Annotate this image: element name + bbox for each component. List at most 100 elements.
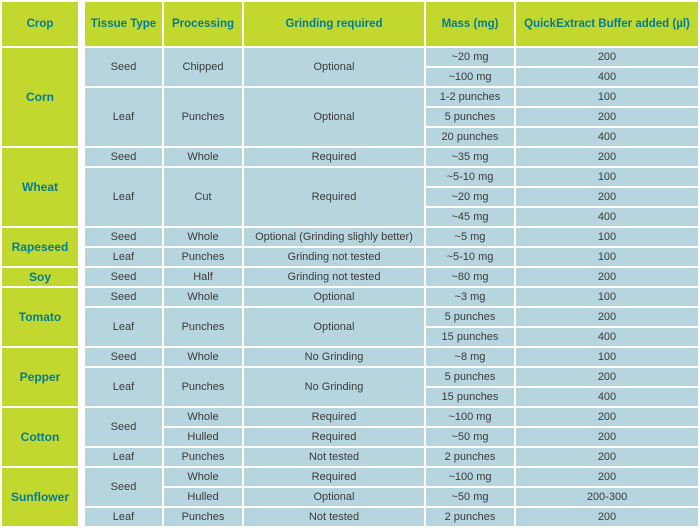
table-cell: 5 punches bbox=[426, 308, 514, 326]
table-body: Corn Seed Chipped Optional ~20 mg 200 ~100 mg 4… bbox=[2, 48, 698, 526]
table-cell: Not tested bbox=[244, 448, 424, 466]
table-cell: 100 bbox=[516, 228, 698, 246]
crop-cell-soy: Soy bbox=[2, 268, 83, 286]
table-cell: Leaf bbox=[85, 88, 162, 146]
table-cell: Cut bbox=[164, 168, 242, 226]
table-cell: ~100 mg bbox=[426, 468, 514, 486]
table-cell: Seed bbox=[85, 468, 162, 506]
table-row: Hulled Optional ~50 mg 200-300 bbox=[2, 488, 698, 506]
table-cell: Leaf bbox=[85, 308, 162, 346]
table-cell: 15 punches bbox=[426, 328, 514, 346]
table-cell: Optional bbox=[244, 488, 424, 506]
table-cell: Grinding not tested bbox=[244, 268, 424, 286]
header-crop: Crop bbox=[2, 2, 83, 46]
table-row: Soy Seed Half Grinding not tested ~80 mg 200 bbox=[2, 268, 698, 286]
table-row: Leaf Punches Not tested 2 punches 200 bbox=[2, 508, 698, 526]
table-cell: Seed bbox=[85, 288, 162, 306]
table-cell: Not tested bbox=[244, 508, 424, 526]
table-cell: Whole bbox=[164, 468, 242, 486]
table-cell: 100 bbox=[516, 248, 698, 266]
table-row: Leaf Punches Optional 5 punches 200 bbox=[2, 308, 698, 346]
table-cell: ~5-10 mg bbox=[426, 248, 514, 266]
table-cell: 400 bbox=[516, 328, 698, 346]
table-cell: Punches bbox=[164, 88, 242, 146]
table-cell: Leaf bbox=[85, 168, 162, 226]
table-cell: 15 punches bbox=[426, 388, 514, 406]
table-cell: Punches bbox=[164, 448, 242, 466]
table-row: Pepper Seed Whole No Grinding ~8 mg 100 bbox=[2, 348, 698, 406]
table-cell: Required bbox=[244, 408, 424, 426]
table-header-row: Crop Tissue Type Processing Grinding req… bbox=[2, 2, 698, 46]
crop-cell-pepper: Pepper bbox=[2, 348, 83, 406]
table-cell: No Grinding bbox=[244, 368, 424, 406]
table-row: Sunflower Seed Whole Required ~100 mg 200 bbox=[2, 468, 698, 526]
table-cell: 200 bbox=[516, 408, 698, 426]
table-cell: 200 bbox=[516, 148, 698, 166]
table-row: Corn Seed Chipped Optional ~20 mg 200 bbox=[2, 48, 698, 146]
table-cell: Optional bbox=[244, 288, 424, 306]
crop-cell-tomato: Tomato bbox=[2, 288, 83, 346]
table-cell: ~50 mg bbox=[426, 428, 514, 446]
table-cell: Whole bbox=[164, 288, 242, 306]
table-cell: 100 bbox=[516, 88, 698, 106]
table-cell: 200 bbox=[516, 448, 698, 466]
header-tissue-type: Tissue Type bbox=[85, 2, 162, 46]
header-mass: Mass (mg) bbox=[426, 2, 514, 46]
table-cell: Seed bbox=[85, 268, 162, 286]
table-cell: Optional bbox=[244, 48, 424, 86]
table-cell: 200 bbox=[516, 368, 698, 386]
table-cell: 400 bbox=[516, 388, 698, 406]
table-cell: Seed bbox=[85, 148, 162, 166]
table-cell: ~80 mg bbox=[426, 268, 514, 286]
table-cell: 2 punches bbox=[426, 448, 514, 466]
table-cell: Whole bbox=[164, 348, 242, 366]
table-row: Tomato Seed Whole Optional ~3 mg 100 bbox=[2, 288, 698, 346]
table-cell: Leaf bbox=[85, 448, 162, 466]
table-row: ~45 mg 400 bbox=[2, 208, 698, 226]
table-row: Leaf Punches Not tested 2 punches 200 bbox=[2, 448, 698, 466]
table-cell: 200 bbox=[516, 268, 698, 286]
table-cell: Punches bbox=[164, 308, 242, 346]
table-cell: Seed bbox=[85, 48, 162, 86]
table-row: Leaf Punches Grinding not tested ~5-10 mg 10… bbox=[2, 248, 698, 266]
table-cell: ~45 mg bbox=[426, 208, 514, 226]
table-cell: 200 bbox=[516, 188, 698, 206]
table-cell: ~5-10 mg bbox=[426, 168, 514, 186]
table-cell: 5 punches bbox=[426, 368, 514, 386]
table-cell: 200 bbox=[516, 308, 698, 326]
table-cell: Whole bbox=[164, 408, 242, 426]
table-row: Cotton Seed Whole Required ~100 mg 200 bbox=[2, 408, 698, 466]
table-cell: Hulled bbox=[164, 488, 242, 506]
table-cell: Half bbox=[164, 268, 242, 286]
table-cell: 1-2 punches bbox=[426, 88, 514, 106]
table-row: Leaf Cut Required ~5-10 mg 100 bbox=[2, 168, 698, 226]
table-row: ~20 mg 200 bbox=[2, 188, 698, 206]
table-cell: ~3 mg bbox=[426, 288, 514, 306]
table-cell: ~20 mg bbox=[426, 48, 514, 66]
table-cell: Seed bbox=[85, 408, 162, 446]
crop-cell-cotton: Cotton bbox=[2, 408, 83, 466]
table-cell: 2 punches bbox=[426, 508, 514, 526]
table-cell: Leaf bbox=[85, 508, 162, 526]
table-row: ~100 mg 400 bbox=[2, 68, 698, 86]
table-cell: No Grinding bbox=[244, 348, 424, 366]
table-cell: Leaf bbox=[85, 248, 162, 266]
table-cell: Punches bbox=[164, 248, 242, 266]
table-cell: Seed bbox=[85, 348, 162, 366]
table-cell: 400 bbox=[516, 68, 698, 86]
table-cell: Grinding not tested bbox=[244, 248, 424, 266]
table-cell: 200 bbox=[516, 468, 698, 486]
table-cell: ~100 mg bbox=[426, 68, 514, 86]
table-cell: Optional bbox=[244, 88, 424, 146]
table-cell: 200 bbox=[516, 508, 698, 526]
table-cell: Optional bbox=[244, 308, 424, 346]
table-row: Rapeseed Seed Whole Optional (Grinding slig… bbox=[2, 228, 698, 266]
table-cell: Required bbox=[244, 468, 424, 486]
crop-cell-wheat: Wheat bbox=[2, 148, 83, 226]
crop-cell-rapeseed: Rapeseed bbox=[2, 228, 83, 266]
table-cell: 100 bbox=[516, 168, 698, 186]
table-row: 15 punches 400 bbox=[2, 388, 698, 406]
table-cell: 400 bbox=[516, 128, 698, 146]
table-cell: Optional (Grinding slighly better) bbox=[244, 228, 424, 246]
